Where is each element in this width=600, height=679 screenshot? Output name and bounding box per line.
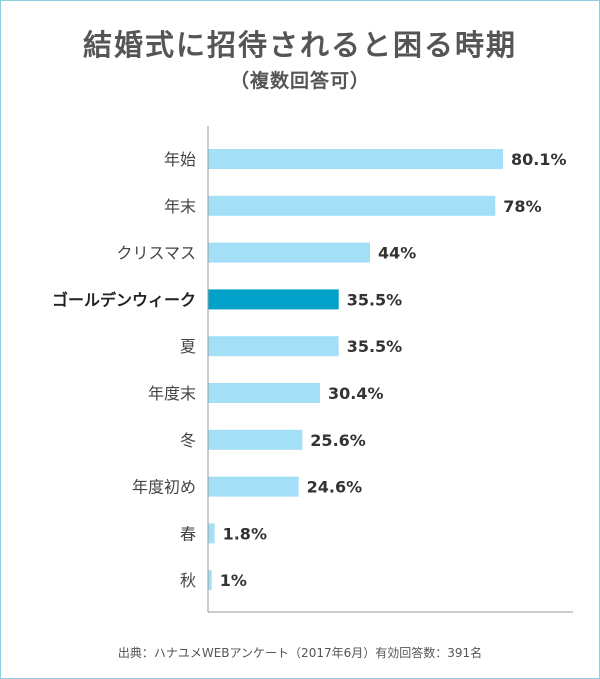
category-label-5: 年度末 [148, 384, 196, 403]
bar-3 [208, 289, 339, 310]
chart-subtitle: （複数回答可） [229, 70, 370, 92]
bar-0 [208, 149, 503, 169]
value-label-5: 30.4% [328, 384, 384, 403]
value-label-1: 78% [503, 197, 541, 216]
value-label-0: 80.1% [511, 150, 567, 169]
category-label-7: 年度初め [132, 478, 196, 497]
bar-8 [208, 523, 215, 544]
chart-title: 結婚式に招待されると困る時期 [82, 28, 517, 62]
value-label-4: 35.5% [347, 337, 403, 356]
value-label-8: 1.8% [223, 524, 267, 543]
category-label-8: 春 [180, 524, 196, 543]
value-label-3: 35.5% [347, 290, 403, 309]
bar-6 [208, 429, 303, 450]
category-label-9: 秋 [180, 571, 196, 590]
category-label-0: 年始 [164, 150, 196, 169]
bar-9 [208, 570, 212, 591]
bar-2 [208, 242, 370, 263]
bar-4 [208, 336, 339, 357]
value-label-9: 1% [220, 571, 247, 590]
category-label-1: 年末 [164, 197, 196, 216]
category-label-2: クリスマス [116, 244, 196, 263]
value-label-2: 44% [378, 244, 416, 263]
value-label-7: 24.6% [307, 478, 363, 497]
source-note: 出典：ハナユメWEBアンケート（2017年6月）有効回答数：391名 [117, 646, 483, 660]
value-label-6: 25.6% [310, 431, 366, 450]
bar-5 [208, 383, 320, 403]
bar-7 [208, 476, 299, 497]
category-label-6: 冬 [180, 431, 196, 450]
category-label-3: ゴールデンウィーク [52, 290, 196, 309]
bar-1 [208, 195, 496, 216]
category-label-4: 夏 [180, 337, 196, 356]
